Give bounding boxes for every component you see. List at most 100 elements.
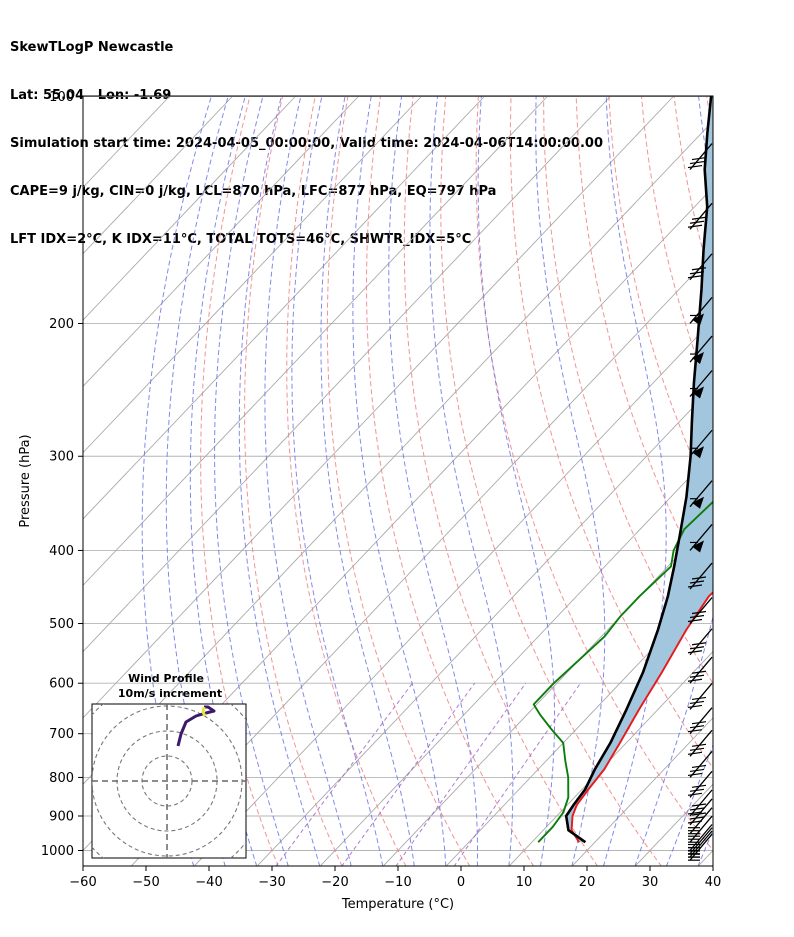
wind-barb <box>689 370 713 399</box>
isotherm <box>130 253 713 866</box>
time-line: Simulation start time: 2024-04-05_00:00:… <box>10 136 603 151</box>
isotherm <box>83 96 296 321</box>
isotherm <box>508 650 713 866</box>
y-tick-label: 600 <box>49 677 74 692</box>
wind-barb <box>689 480 713 509</box>
plot-area <box>83 96 794 867</box>
y-tick-label: 1000 <box>41 844 74 859</box>
moist-adiabat <box>214 96 289 866</box>
x-tick-label: 0 <box>457 875 465 890</box>
parcel-profile <box>564 96 713 844</box>
x-tick-label: −20 <box>321 875 348 890</box>
temperature-profile <box>570 591 713 843</box>
dry-adiabat <box>772 97 794 867</box>
x-tick-label: 10 <box>516 875 533 890</box>
isotherm <box>634 783 713 866</box>
x-tick-label: 20 <box>579 875 596 890</box>
dry-adiabat <box>509 96 713 769</box>
moist-adiabat <box>388 96 478 866</box>
wind-barb <box>687 597 713 624</box>
y-tick-label: 900 <box>49 809 74 824</box>
moist-adiabat <box>729 97 794 867</box>
y-tick-label: 400 <box>49 544 74 559</box>
x-axis-label: Temperature (°C) <box>341 897 454 912</box>
index-line: LFT IDX=2°C, K IDX=11°C, TOTAL TOTS=46°C… <box>10 232 472 247</box>
isotherm <box>83 96 422 454</box>
moist-adiabat <box>238 96 321 866</box>
wind-barb <box>687 656 713 684</box>
wind-barb <box>688 815 713 843</box>
x-tick-label: −50 <box>132 875 159 890</box>
moist-adiabat <box>429 96 514 866</box>
y-tick-label: 200 <box>49 317 74 332</box>
wind-barb <box>687 770 713 798</box>
isotherm <box>83 96 359 387</box>
mixing-ratio-line <box>275 682 413 866</box>
dry-adiabat <box>641 96 713 403</box>
wind-barb <box>689 335 713 365</box>
wind-barb <box>687 562 713 590</box>
dry-adiabat <box>244 96 343 866</box>
inset-subtitle: 10m/s increment <box>118 687 222 700</box>
y-axis-label: Pressure (hPa) <box>18 434 33 527</box>
chart-title: SkewTLogP Newcastle <box>10 40 174 55</box>
dewpoint-profile <box>532 500 713 843</box>
dry-adiabat <box>200 96 279 866</box>
wind-barb <box>687 707 713 735</box>
isotherm <box>319 451 713 866</box>
y-tick-label: 800 <box>49 771 74 786</box>
wind-barb <box>687 683 713 710</box>
dry-adiabat <box>326 96 471 866</box>
moist-adiabat <box>535 96 606 866</box>
moist-adiabat <box>665 743 713 866</box>
isotherm <box>382 518 713 866</box>
wind-barb <box>687 202 713 230</box>
isotherm <box>83 96 233 255</box>
moist-adiabat <box>291 96 384 866</box>
y-tick-label: 700 <box>49 727 74 742</box>
hodograph-trace-top <box>201 706 207 717</box>
wind-barb <box>687 789 713 817</box>
wind-barb <box>687 253 713 281</box>
dry-adiabat <box>739 97 794 867</box>
mixing-ratio-line <box>395 682 527 866</box>
dry-adiabat <box>475 96 713 852</box>
x-tick-label: 40 <box>705 875 722 890</box>
inset-title: Wind Profile <box>128 672 204 685</box>
mixing-ratio-line <box>453 682 581 866</box>
y-tick-label: 100 <box>49 90 74 105</box>
wind-barb <box>687 628 713 656</box>
x-tick-label: −40 <box>195 875 222 890</box>
isotherm <box>445 584 713 866</box>
wind-barb <box>688 824 713 852</box>
wind-barbs <box>687 143 713 861</box>
y-tick-label: 500 <box>49 617 74 632</box>
dry-adiabat <box>543 96 713 685</box>
moist-adiabat <box>320 96 415 866</box>
wind-barb <box>687 143 713 170</box>
dry-adiabat <box>440 96 662 866</box>
moist-adiabat <box>352 96 447 866</box>
wind-barb <box>687 729 713 757</box>
isotherm <box>193 319 713 866</box>
wind-profile-inset: Wind Profile 10m/s increment <box>91 672 247 859</box>
cape-cin-shading <box>566 96 713 843</box>
isotherm <box>571 717 713 866</box>
y-tick-label: 300 <box>49 450 74 465</box>
dry-adiabat <box>365 96 535 866</box>
dry-adiabat <box>403 96 598 866</box>
x-tick-label: −10 <box>384 875 411 890</box>
x-tick-label: −30 <box>258 875 285 890</box>
mixing-ratio-line <box>341 682 476 866</box>
moist-adiabat <box>264 96 352 866</box>
moist-adiabat <box>634 96 713 866</box>
moist-adiabat <box>189 96 258 866</box>
isotherm <box>256 385 713 866</box>
wind-barb <box>689 524 713 553</box>
dry-adiabat <box>575 96 713 597</box>
x-tick-label: 30 <box>642 875 659 890</box>
isotherm <box>83 96 611 653</box>
x-tick-label: −60 <box>69 875 96 890</box>
